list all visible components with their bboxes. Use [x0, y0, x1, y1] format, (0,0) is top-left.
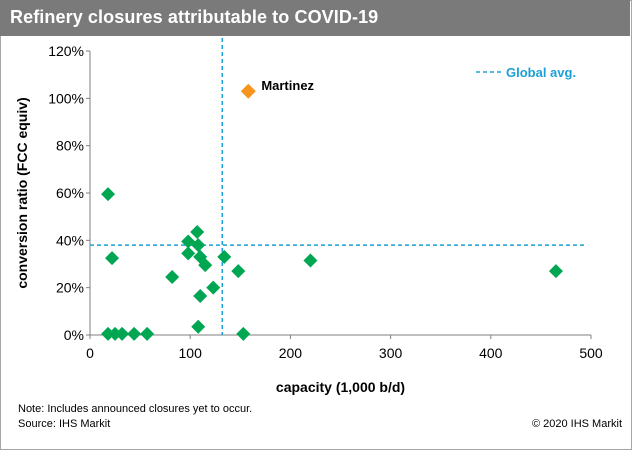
x-tick-label: 300	[379, 345, 403, 361]
data-point	[101, 326, 116, 341]
x-tick-label: 200	[279, 345, 303, 361]
data-point-label: Martinez	[261, 78, 314, 93]
x-axis-title: capacity (1,000 b/d)	[276, 379, 405, 395]
y-tick-label: 100%	[48, 90, 84, 106]
data-point	[236, 326, 251, 341]
data-point	[198, 258, 213, 273]
data-point	[108, 326, 123, 341]
x-tick-label: 400	[479, 345, 503, 361]
data-point-highlight	[240, 83, 256, 99]
y-tick-label: 120%	[48, 43, 84, 59]
y-tick-label: 40%	[56, 232, 84, 248]
chart-title: Refinery closures attributable to COVID-…	[10, 7, 379, 27]
y-tick-label: 0%	[64, 327, 84, 343]
x-tick-label: 500	[579, 345, 603, 361]
y-axis-title: conversion ratio (FCC equiv)	[14, 97, 30, 288]
data-point	[165, 270, 180, 285]
y-tick-label: 80%	[56, 138, 84, 154]
data-point	[206, 280, 221, 295]
y-tick-label: 60%	[56, 185, 84, 201]
y-tick-label: 20%	[56, 280, 84, 296]
data-point	[231, 264, 246, 279]
chart-note: Note: Includes announced closures yet to…	[18, 403, 253, 415]
data-point	[193, 288, 208, 303]
data-point	[191, 238, 206, 253]
data-point	[101, 187, 116, 202]
data-point	[191, 319, 206, 334]
data-point	[303, 253, 318, 268]
data-point	[181, 246, 196, 261]
data-point	[217, 249, 232, 264]
data-point	[127, 326, 142, 341]
data-point	[140, 326, 155, 341]
x-tick-label: 100	[179, 345, 203, 361]
x-tick-label: 0	[86, 345, 94, 361]
chart-source: Source: IHS Markit	[18, 418, 111, 430]
data-point	[105, 251, 120, 266]
legend-label: Global avg.	[506, 65, 576, 80]
title-bar: Refinery closures attributable to COVID-…	[0, 0, 630, 36]
data-point	[190, 225, 205, 240]
data-point	[548, 264, 563, 279]
copyright-text: © 2020 IHS Markit	[531, 418, 622, 430]
data-point	[115, 326, 130, 341]
